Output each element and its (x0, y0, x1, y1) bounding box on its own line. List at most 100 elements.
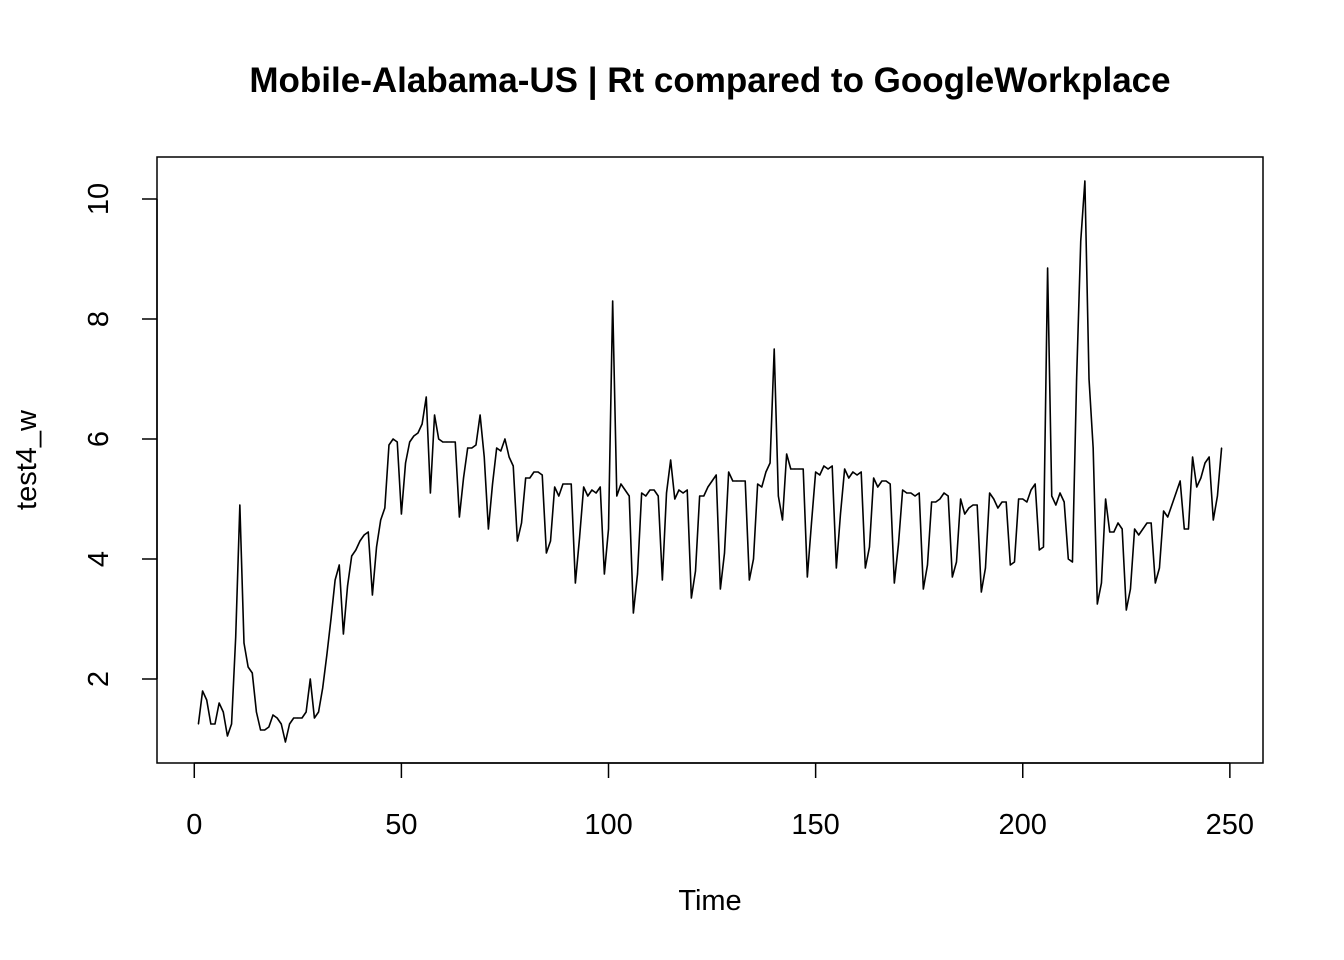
data-point (562, 483, 564, 485)
data-point (305, 711, 307, 713)
data-point (259, 729, 262, 731)
data-point (454, 441, 456, 443)
data-point (1067, 558, 1069, 560)
data-points (197, 180, 1223, 743)
data-point (877, 486, 879, 488)
data-point (313, 717, 316, 719)
data-point (1158, 567, 1161, 569)
data-point (351, 555, 353, 557)
data-point (243, 642, 245, 644)
x-tick-label: 50 (385, 809, 417, 841)
data-point (914, 495, 916, 497)
data-point (686, 489, 688, 491)
data-point (1080, 240, 1082, 242)
data-point (1071, 561, 1074, 563)
data-point (761, 486, 763, 488)
data-point (301, 717, 303, 719)
data-point (670, 459, 672, 461)
data-point (947, 495, 949, 497)
data-point (694, 570, 697, 572)
data-point (968, 507, 970, 509)
data-point (997, 507, 999, 509)
data-point (624, 489, 626, 491)
plot-frame (156, 156, 1264, 764)
data-point (674, 498, 676, 500)
data-point (1076, 378, 1078, 380)
data-point (984, 567, 987, 569)
chart-title: Mobile-Alabama-US | Rt compared to Googl… (249, 61, 1170, 100)
x-tick-label: 0 (186, 809, 202, 841)
data-point (201, 690, 204, 692)
data-point (322, 687, 324, 689)
data-point (297, 717, 299, 719)
data-point (976, 504, 978, 506)
data-point (384, 507, 386, 509)
data-point (587, 495, 589, 497)
data-point (1092, 447, 1094, 449)
data-point (951, 576, 953, 578)
data-point (612, 300, 614, 302)
data-point (355, 549, 357, 551)
data-point (682, 492, 684, 494)
data-point (400, 513, 402, 515)
data-point (529, 477, 531, 479)
data-point (649, 489, 651, 491)
data-point (574, 582, 576, 584)
data-point (856, 474, 858, 476)
data-point (1138, 534, 1140, 536)
data-point (690, 597, 692, 599)
data-point (885, 480, 887, 482)
data-point (661, 579, 663, 581)
data-point (773, 348, 775, 350)
data-point (1125, 609, 1127, 611)
data-point (404, 462, 407, 464)
series-line (197, 180, 1223, 743)
data-point (276, 717, 278, 719)
data-point (794, 468, 796, 470)
data-point (790, 468, 792, 470)
data-point (1026, 501, 1028, 503)
y-tick-label: 6 (83, 431, 115, 447)
data-point (508, 456, 510, 458)
data-point (566, 483, 568, 485)
data-point (719, 588, 721, 590)
data-point (1084, 180, 1086, 182)
data-point (1142, 528, 1144, 530)
data-point (206, 699, 208, 701)
data-point (1212, 519, 1214, 521)
data-point (1179, 480, 1181, 482)
data-point (317, 711, 320, 713)
data-point (723, 552, 726, 554)
data-point (500, 450, 502, 452)
data-point (786, 453, 788, 455)
data-point (1055, 504, 1057, 506)
data-point (367, 531, 369, 533)
data-point (396, 441, 398, 443)
data-point (815, 471, 817, 473)
data-point (583, 486, 585, 488)
data-point (906, 492, 908, 494)
data-point (409, 441, 411, 443)
data-point (1204, 462, 1206, 464)
data-point (897, 543, 900, 545)
data-point (338, 564, 340, 566)
y-axis: 2 4 6 8 10 (83, 183, 158, 687)
data-point (732, 480, 734, 482)
data-point (487, 528, 489, 530)
data-point (810, 522, 813, 524)
data-point (363, 534, 365, 536)
data-point (848, 477, 850, 479)
data-point (715, 474, 717, 476)
data-point (1216, 495, 1219, 497)
data-point (802, 468, 804, 470)
data-point (839, 513, 842, 515)
data-point (943, 492, 945, 494)
data-point (578, 537, 581, 539)
data-point (438, 438, 440, 440)
data-point (462, 477, 465, 479)
data-point (819, 474, 821, 476)
data-point (665, 492, 668, 494)
data-point (653, 489, 655, 491)
data-point (425, 396, 427, 398)
data-point (371, 594, 373, 596)
